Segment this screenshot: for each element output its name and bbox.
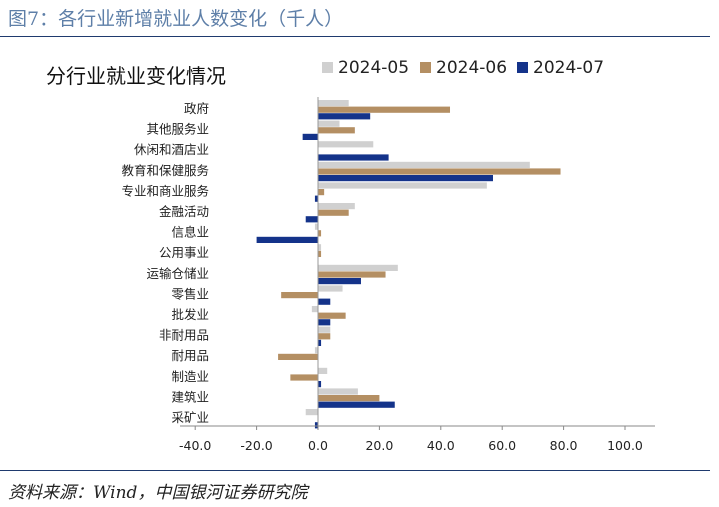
bar-2024-06-教育和保健服务 xyxy=(318,168,561,175)
category-label: 信息业 xyxy=(171,225,209,240)
bar-2024-07-休闲和酒店业 xyxy=(318,154,389,161)
bar-2024-07-采矿业 xyxy=(314,422,318,429)
chart-title: 分行业就业变化情况 xyxy=(46,64,226,88)
bar-2024-07-建筑业 xyxy=(318,401,395,408)
bar-2024-06-制造业 xyxy=(290,374,318,381)
bar-2024-05-批发业 xyxy=(311,306,318,313)
bar-2024-05-教育和保健服务 xyxy=(318,161,530,168)
legend-label: 2024-07 xyxy=(533,58,604,78)
axes: 政府其他服务业休闲和酒店业教育和保健服务专业和商业服务金融活动信息业公用事业运输… xyxy=(121,97,655,453)
category-label: 运输仓储业 xyxy=(146,266,209,281)
bar-2024-06-运输仓储业 xyxy=(318,271,386,278)
bar-2024-06-耐用品 xyxy=(278,353,318,360)
bar-2024-06-政府 xyxy=(318,106,451,113)
source-note: 资料来源：Wind，中国银河证券研究院 xyxy=(8,483,308,503)
bar-2024-05-其他服务业 xyxy=(318,120,340,127)
bar-2024-05-制造业 xyxy=(318,367,328,374)
bar-2024-06-批发业 xyxy=(318,312,346,319)
legend-swatch-2024-05 xyxy=(322,62,333,73)
category-label: 耐用品 xyxy=(171,348,209,363)
x-tick-label: -40.0 xyxy=(179,438,211,453)
bar-2024-07-非耐用品 xyxy=(318,339,322,346)
bar-2024-06-非耐用品 xyxy=(318,333,331,340)
x-tick-label: 60.0 xyxy=(488,438,516,453)
category-label: 其他服务业 xyxy=(146,122,209,137)
bar-2024-07-其他服务业 xyxy=(302,133,318,140)
x-tick-label: 100.0 xyxy=(607,438,643,453)
bar-2024-07-金融活动 xyxy=(305,216,318,223)
category-label: 专业和商业服务 xyxy=(121,183,209,198)
category-label: 公用事业 xyxy=(159,245,209,260)
bar-2024-05-公用事业 xyxy=(318,244,322,251)
legend-swatch-2024-07 xyxy=(517,62,528,73)
legend-label: 2024-05 xyxy=(338,58,409,78)
legend-label: 2024-06 xyxy=(436,58,507,78)
x-tick-label: 20.0 xyxy=(365,438,393,453)
bar-2024-05-金融活动 xyxy=(318,203,355,210)
bar-2024-05-非耐用品 xyxy=(318,326,331,333)
bar-2024-05-零售业 xyxy=(318,285,343,292)
bar-2024-05-休闲和酒店业 xyxy=(318,141,374,148)
legend: 2024-05 2024-06 2024-07 xyxy=(322,58,604,78)
top-divider xyxy=(0,36,710,37)
bar-2024-06-金融活动 xyxy=(318,209,349,216)
bar-2024-06-零售业 xyxy=(281,292,318,299)
bar-2024-05-信息业 xyxy=(314,223,318,230)
category-label: 批发业 xyxy=(171,307,209,322)
bar-2024-06-其他服务业 xyxy=(318,127,355,134)
bar-2024-05-专业和商业服务 xyxy=(318,182,487,189)
bars xyxy=(256,100,561,429)
category-label: 休闲和酒店业 xyxy=(134,142,209,157)
bar-2024-07-运输仓储业 xyxy=(318,278,361,285)
category-label: 采矿业 xyxy=(171,410,209,425)
bar-2024-06-信息业 xyxy=(318,230,322,237)
legend-swatch-2024-06 xyxy=(420,62,431,73)
bar-2024-06-建筑业 xyxy=(318,395,380,402)
bar-2024-05-政府 xyxy=(318,100,349,107)
bar-2024-07-教育和保健服务 xyxy=(318,175,493,182)
category-label: 零售业 xyxy=(171,286,209,301)
category-label: 建筑业 xyxy=(171,389,209,404)
category-label: 非耐用品 xyxy=(159,328,209,343)
category-label: 制造业 xyxy=(171,369,209,384)
bar-2024-07-信息业 xyxy=(256,236,318,243)
bar-2024-05-耐用品 xyxy=(314,347,318,354)
bar-2024-07-政府 xyxy=(318,113,371,120)
x-tick-label: 80.0 xyxy=(550,438,578,453)
x-tick-label: 0.0 xyxy=(308,438,328,453)
bottom-divider xyxy=(0,470,710,471)
bar-2024-06-专业和商业服务 xyxy=(318,189,325,196)
category-label: 教育和保健服务 xyxy=(121,163,209,178)
bar-2024-05-建筑业 xyxy=(318,388,358,395)
bar-2024-05-运输仓储业 xyxy=(318,264,398,271)
x-tick-label: -20.0 xyxy=(240,438,272,453)
bar-2024-07-制造业 xyxy=(318,381,322,388)
bar-2024-06-公用事业 xyxy=(318,250,322,257)
bar-2024-07-零售业 xyxy=(318,298,331,305)
category-label: 政府 xyxy=(184,101,209,116)
bar-2024-05-采矿业 xyxy=(305,409,318,416)
x-tick-label: 40.0 xyxy=(427,438,455,453)
figure-title: 图7：各行业新增就业人数变化（千人） xyxy=(8,8,344,30)
bar-2024-07-专业和商业服务 xyxy=(314,195,318,202)
bar-2024-07-批发业 xyxy=(318,319,331,326)
category-label: 金融活动 xyxy=(159,204,209,219)
